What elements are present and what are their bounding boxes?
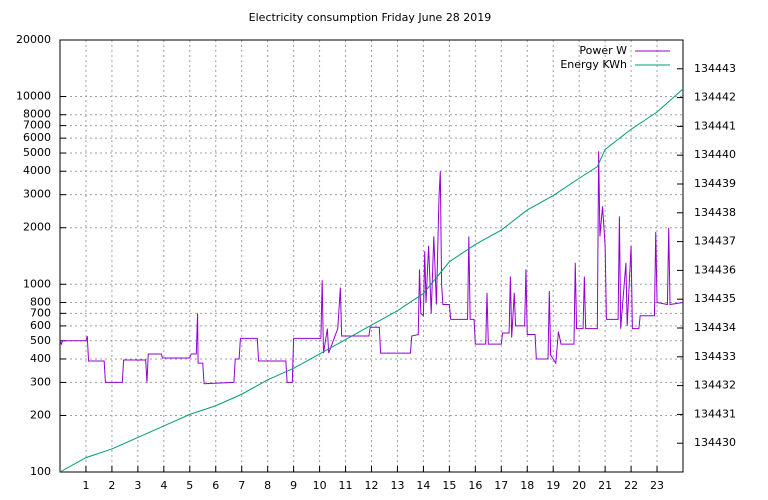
plot-frame <box>59 39 684 473</box>
x-tick-label: 23 <box>650 479 664 492</box>
y-tick-label: 8000 <box>23 108 51 121</box>
x-tick-label: 10 <box>313 479 327 492</box>
y-tick-label: 20000 <box>16 33 51 46</box>
x-tick-label: 22 <box>624 479 638 492</box>
y-tick-label: 600 <box>30 319 51 332</box>
y-tick-label: 500 <box>30 334 51 347</box>
legend-label: Energy KWh <box>560 58 627 71</box>
y-tick-label: 100 <box>30 465 51 478</box>
y2-tick-label: 134442 <box>694 91 736 104</box>
x-tick-label: 5 <box>186 479 193 492</box>
x-tick-label: 11 <box>339 479 353 492</box>
y2-tick-label: 134430 <box>694 436 736 449</box>
x-tick-label: 16 <box>468 479 482 492</box>
x-tick-label: 6 <box>212 479 219 492</box>
y2-tick-label: 134441 <box>694 119 736 132</box>
x-tick-label: 15 <box>442 479 456 492</box>
x-tick-label: 20 <box>572 479 586 492</box>
y2-tick-label: 134439 <box>694 177 736 190</box>
y-tick-label: 2000 <box>23 221 51 234</box>
x-tick-label: 8 <box>264 479 271 492</box>
y-tick-label: 7000 <box>23 119 51 132</box>
y-tick-label: 3000 <box>23 188 51 201</box>
y2-tick-label: 134436 <box>694 263 736 276</box>
y2-tick-label: 134434 <box>694 321 736 334</box>
x-tick-label: 17 <box>494 479 508 492</box>
y-tick-label: 400 <box>30 352 51 365</box>
y-tick-label: 800 <box>30 295 51 308</box>
x-tick-label: 3 <box>134 479 141 492</box>
y2-tick-label: 134438 <box>694 206 736 219</box>
x-tick-label: 7 <box>238 479 245 492</box>
x-tick-label: 19 <box>546 479 560 492</box>
y2-tick-label: 134435 <box>694 292 736 305</box>
x-tick-label: 1 <box>82 479 89 492</box>
x-tick-label: 2 <box>108 479 115 492</box>
x-tick-label: 4 <box>160 479 167 492</box>
series-line <box>59 151 684 385</box>
series-line <box>59 88 684 473</box>
y-tick-label: 1000 <box>23 277 51 290</box>
y2-tick-label: 134431 <box>694 407 736 420</box>
x-tick-label: 9 <box>290 479 297 492</box>
x-tick-label: 18 <box>520 479 534 492</box>
y2-tick-label: 134443 <box>694 62 736 75</box>
x-tick-label: 12 <box>365 479 379 492</box>
y-tick-label: 6000 <box>23 131 51 144</box>
chart-title: Electricity consumption Friday June 28 2… <box>249 11 492 24</box>
x-tick-label: 21 <box>598 479 612 492</box>
y-tick-label: 300 <box>30 375 51 388</box>
y-tick-label: 4000 <box>23 164 51 177</box>
y2-tick-label: 134432 <box>694 379 736 392</box>
y-tick-label: 200 <box>30 408 51 421</box>
y2-tick-label: 134437 <box>694 235 736 248</box>
y-tick-label: 10000 <box>16 90 51 103</box>
y-tick-label: 5000 <box>23 146 51 159</box>
x-tick-label: 14 <box>416 479 430 492</box>
x-tick-label: 13 <box>390 479 404 492</box>
y2-tick-label: 134433 <box>694 350 736 363</box>
y2-tick-label: 134440 <box>694 148 736 161</box>
legend-label: Power W <box>579 44 627 57</box>
y-tick-label: 700 <box>30 306 51 319</box>
